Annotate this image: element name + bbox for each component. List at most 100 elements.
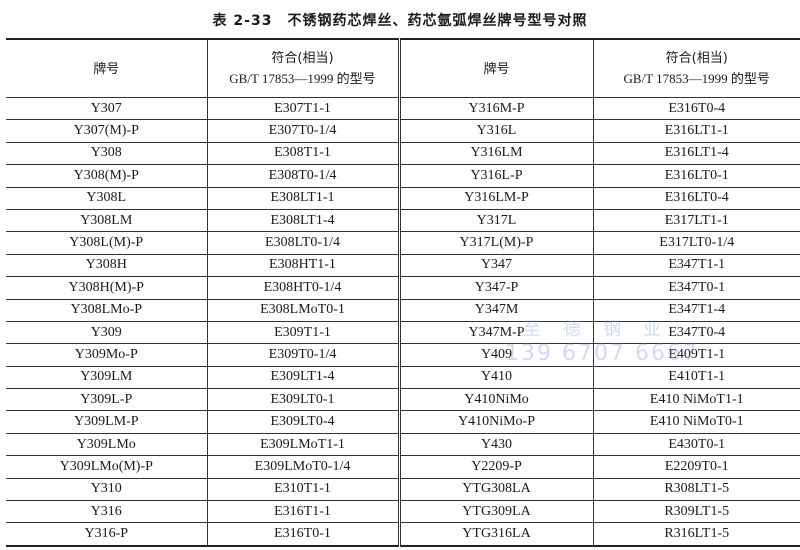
- header-row: 牌号 符合(相当) GB/T 17853—1999 的型号 牌号 符合(相当) GB…: [6, 38, 800, 98]
- brand-cell: YTG316LA: [398, 522, 594, 547]
- table-row: Y308(M)-P E308T0-1/4 Y316L-P E316LT0-1: [6, 164, 800, 188]
- model-cell: E316LT1-1: [592, 119, 800, 143]
- model-cell: E410T1-1: [592, 365, 800, 390]
- brand-cell: Y410NiMo-P: [398, 410, 594, 434]
- model-cell: E310T1-1: [206, 477, 401, 502]
- brand-cell: Y317L: [398, 208, 594, 233]
- brand-cell: Y309: [6, 320, 208, 345]
- brand-cell: Y309Mo-P: [6, 343, 208, 367]
- brand-cell: Y309LMo: [6, 432, 208, 457]
- model-cell: E410 NiMoT0-1: [592, 410, 800, 434]
- model-cell: E308LMoT0-1: [206, 298, 401, 322]
- model-cell: E309LT0-1: [206, 388, 401, 412]
- model-cell: E316LT0-4: [592, 186, 800, 210]
- header-brand: 牌号: [398, 38, 594, 98]
- table-row: Y307(M)-P E307T0-1/4 Y316L E316LT1-1: [6, 119, 800, 143]
- model-cell: E410 NiMoT1-1: [592, 388, 800, 412]
- table-row: Y316 E316T1-1 YTG309LA R309LT1-5: [6, 500, 800, 524]
- model-cell: E309LMoT0-1/4: [206, 455, 401, 479]
- model-cell: E409T1-1: [592, 343, 800, 367]
- brand-cell: Y347M-P: [398, 320, 594, 345]
- header-model-line1: 符合(相当): [271, 51, 334, 66]
- model-cell: E2209T0-1: [592, 455, 800, 479]
- grade-model-table: 牌号 符合(相当) GB/T 17853—1999 的型号 牌号 符合(相当) GB…: [6, 38, 800, 547]
- brand-cell: Y316LM-P: [398, 186, 594, 210]
- brand-cell: Y308H: [6, 253, 208, 278]
- model-cell: E308LT1-1: [206, 186, 401, 210]
- model-cell: E316T0-4: [592, 96, 800, 121]
- model-cell: E347T0-4: [592, 320, 800, 345]
- model-cell: E316LT0-1: [592, 164, 800, 188]
- brand-cell: Y308(M)-P: [6, 164, 208, 188]
- header-model-line1: 符合(相当): [665, 51, 728, 66]
- brand-cell: Y317L(M)-P: [398, 231, 594, 255]
- brand-cell: Y309L-P: [6, 388, 208, 412]
- model-cell: E308HT0-1/4: [206, 276, 401, 300]
- table-row: Y308L(M)-P E308LT0-1/4 Y317L(M)-P E317LT0-1…: [6, 231, 800, 255]
- brand-cell: Y307(M)-P: [6, 119, 208, 143]
- model-cell: E307T0-1/4: [206, 119, 401, 143]
- table-row: Y307 E307T1-1 Y316M-P E316T0-4: [6, 96, 800, 121]
- brand-cell: Y347: [398, 253, 594, 278]
- table-row: Y308H E308HT1-1 Y347 E347T1-1: [6, 253, 800, 278]
- brand-cell: Y2209-P: [398, 455, 594, 479]
- table-row: Y308H(M)-P E308HT0-1/4 Y347-P E347T0-1: [6, 276, 800, 300]
- header-model-line2: GB/T 17853—1999 的型号: [229, 71, 376, 86]
- header-model-line2: GB/T 17853—1999 的型号: [623, 71, 770, 86]
- brand-cell: Y309LM: [6, 365, 208, 390]
- model-cell: R308LT1-5: [592, 477, 800, 502]
- brand-cell: Y316LM: [398, 141, 594, 166]
- brand-cell: Y347-P: [398, 276, 594, 300]
- model-cell: E309T1-1: [206, 320, 401, 345]
- table-row: Y309L-P E309LT0-1 Y410NiMo E410 NiMoT1-1: [6, 388, 800, 412]
- model-cell: E317LT1-1: [592, 208, 800, 233]
- brand-cell: Y316M-P: [398, 96, 594, 121]
- header-model: 符合(相当) GB/T 17853—1999 的型号: [592, 38, 800, 98]
- model-cell: E308LT0-1/4: [206, 231, 401, 255]
- brand-cell: Y307: [6, 96, 208, 121]
- table-row: Y308 E308T1-1 Y316LM E316LT1-4: [6, 141, 800, 166]
- brand-cell: Y308L(M)-P: [6, 231, 208, 255]
- brand-cell: Y410: [398, 365, 594, 390]
- table-row: Y308LMo-P E308LMoT0-1 Y347M E347T1-4: [6, 298, 800, 322]
- brand-cell: Y308: [6, 141, 208, 166]
- model-cell: E316T0-1: [206, 522, 401, 547]
- model-cell: E308T1-1: [206, 141, 401, 166]
- brand-cell: Y316L-P: [398, 164, 594, 188]
- brand-cell: Y308LMo-P: [6, 298, 208, 322]
- model-cell: E308LT1-4: [206, 208, 401, 233]
- brand-cell: Y347M: [398, 298, 594, 322]
- brand-cell: Y316-P: [6, 522, 208, 547]
- table-row: Y308L E308LT1-1 Y316LM-P E316LT0-4: [6, 186, 800, 210]
- brand-cell: Y410NiMo: [398, 388, 594, 412]
- header-brand: 牌号: [6, 38, 208, 98]
- brand-cell: Y316: [6, 500, 208, 524]
- model-cell: E316T1-1: [206, 500, 401, 524]
- model-cell: E308HT1-1: [206, 253, 401, 278]
- model-cell: E347T0-1: [592, 276, 800, 300]
- brand-cell: Y309LMo(M)-P: [6, 455, 208, 479]
- table-row: Y316-P E316T0-1 YTG316LA R316LT1-5: [6, 522, 800, 547]
- model-cell: E308T0-1/4: [206, 164, 401, 188]
- brand-cell: Y308LM: [6, 208, 208, 233]
- brand-cell: Y316L: [398, 119, 594, 143]
- model-cell: E430T0-1: [592, 432, 800, 457]
- table-row: Y309Mo-P E309T0-1/4 Y409 E409T1-1: [6, 343, 800, 367]
- brand-cell: Y430: [398, 432, 594, 457]
- brand-cell: Y308H(M)-P: [6, 276, 208, 300]
- table-row: Y309LM-P E309LT0-4 Y410NiMo-P E410 NiMoT0-1: [6, 410, 800, 434]
- model-cell: E307T1-1: [206, 96, 401, 121]
- table-row: Y310 E310T1-1 YTG308LA R308LT1-5: [6, 477, 800, 502]
- table-row: Y309LMo(M)-P E309LMoT0-1/4 Y2209-P E2209T0-…: [6, 455, 800, 479]
- brand-cell: YTG308LA: [398, 477, 594, 502]
- table-row: Y308LM E308LT1-4 Y317L E317LT1-1: [6, 208, 800, 233]
- brand-cell: Y409: [398, 343, 594, 367]
- table-title: 表 2-33 不锈钢药芯焊丝、药芯氩弧焊丝牌号型号对照: [212, 13, 588, 29]
- model-cell: E309LT1-4: [206, 365, 401, 390]
- brand-cell: Y309LM-P: [6, 410, 208, 434]
- model-cell: E317LT0-1/4: [592, 231, 800, 255]
- model-cell: E347T1-4: [592, 298, 800, 322]
- model-cell: R316LT1-5: [592, 522, 800, 547]
- model-cell: E309LT0-4: [206, 410, 401, 434]
- header-model: 符合(相当) GB/T 17853—1999 的型号: [206, 38, 401, 98]
